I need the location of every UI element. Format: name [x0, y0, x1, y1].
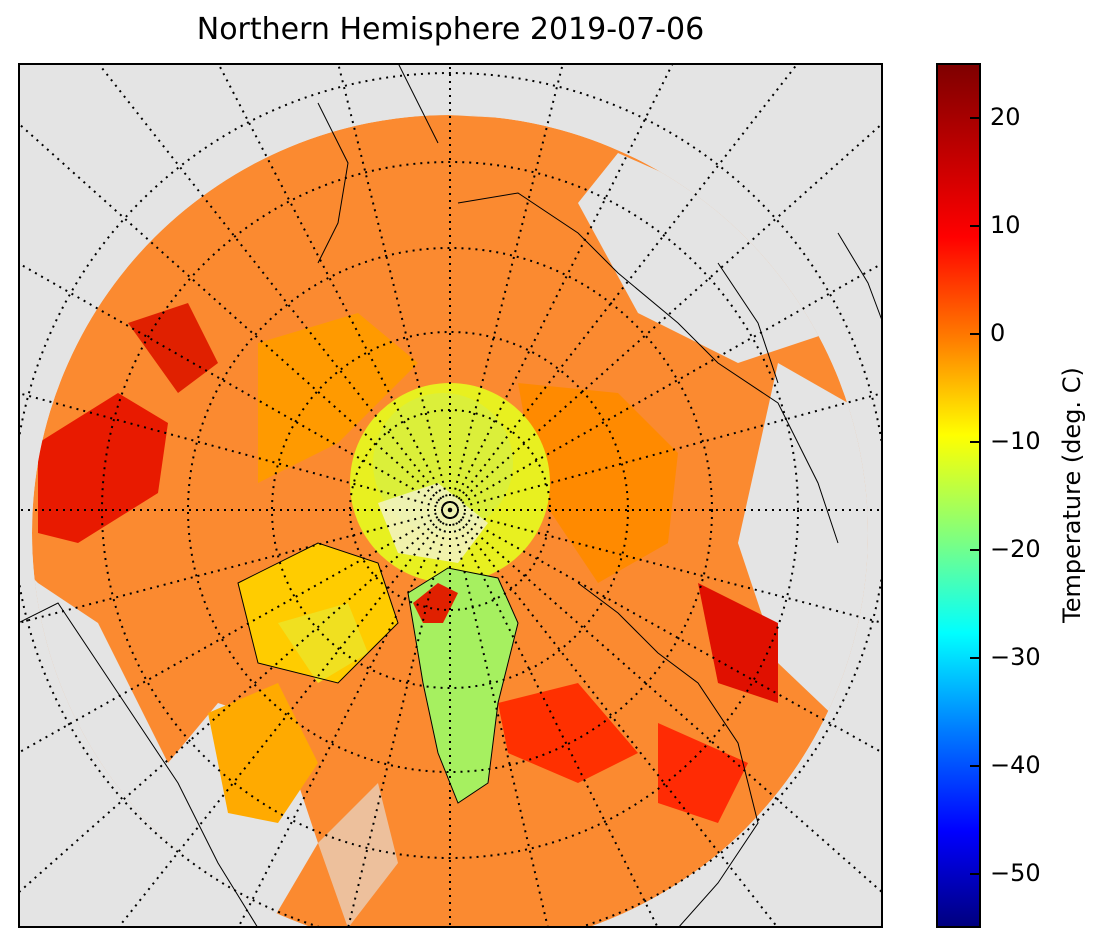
colorbar-tick [970, 333, 980, 335]
colorbar-tick-label: −10 [990, 427, 1041, 455]
colorbar-tick-label: 10 [990, 211, 1021, 239]
colorbar-tick [970, 873, 980, 875]
colorbar-tick-label: −20 [990, 535, 1041, 563]
colorbar-tick-label: 20 [990, 103, 1021, 131]
colorbar-tick [970, 657, 980, 659]
colorbar-label: Temperature (deg. C) [1058, 367, 1086, 623]
colorbar-tick-label: 0 [990, 319, 1006, 347]
colorbar-tick [970, 441, 980, 443]
colorbar-tick [970, 225, 980, 227]
map-canvas [18, 63, 883, 928]
colorbar-tick [970, 765, 980, 767]
chart-title: Northern Hemisphere 2019-07-06 [196, 12, 705, 47]
map-frame [18, 63, 883, 928]
colorbar-tick [970, 117, 980, 119]
colorbar-tick-label: −50 [990, 859, 1041, 887]
colorbar [936, 63, 981, 928]
colorbar-tick [970, 549, 980, 551]
colorbar-tick-label: −40 [990, 751, 1041, 779]
colorbar-tick-label: −30 [990, 643, 1041, 671]
graticule [18, 63, 883, 928]
coastlines [18, 63, 883, 928]
polar-map [18, 63, 883, 928]
